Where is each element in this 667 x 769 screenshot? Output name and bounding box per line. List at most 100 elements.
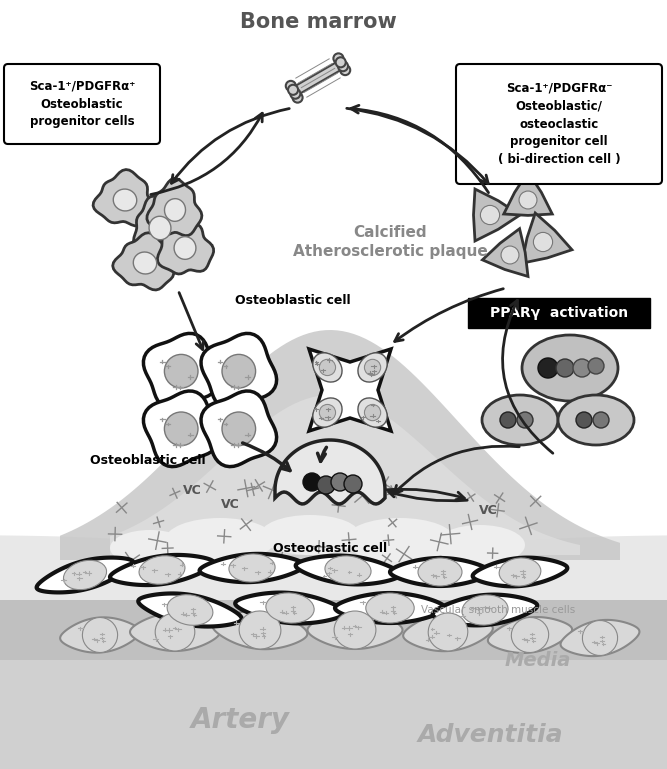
Ellipse shape bbox=[165, 518, 275, 562]
Circle shape bbox=[290, 88, 300, 98]
Circle shape bbox=[340, 65, 350, 75]
Polygon shape bbox=[143, 334, 219, 409]
Ellipse shape bbox=[229, 554, 275, 582]
Polygon shape bbox=[0, 592, 667, 769]
Ellipse shape bbox=[366, 593, 414, 623]
Polygon shape bbox=[113, 233, 173, 290]
Ellipse shape bbox=[558, 395, 634, 445]
Polygon shape bbox=[292, 60, 344, 95]
Polygon shape bbox=[213, 611, 307, 649]
Ellipse shape bbox=[313, 353, 342, 382]
Ellipse shape bbox=[155, 613, 195, 651]
Ellipse shape bbox=[167, 594, 213, 625]
Circle shape bbox=[319, 404, 336, 421]
Text: VC: VC bbox=[183, 484, 201, 497]
Ellipse shape bbox=[266, 593, 314, 623]
Ellipse shape bbox=[418, 558, 462, 586]
FancyArrowPatch shape bbox=[395, 288, 504, 341]
Ellipse shape bbox=[113, 189, 137, 211]
FancyArrowPatch shape bbox=[502, 301, 553, 453]
FancyArrowPatch shape bbox=[347, 108, 488, 184]
FancyBboxPatch shape bbox=[4, 64, 160, 144]
Circle shape bbox=[576, 412, 592, 428]
FancyArrowPatch shape bbox=[394, 446, 519, 494]
Circle shape bbox=[364, 359, 381, 375]
Ellipse shape bbox=[164, 412, 198, 445]
Ellipse shape bbox=[149, 216, 171, 240]
Ellipse shape bbox=[325, 556, 371, 584]
Polygon shape bbox=[138, 594, 241, 627]
Polygon shape bbox=[0, 535, 667, 600]
Polygon shape bbox=[504, 172, 552, 215]
Polygon shape bbox=[433, 594, 538, 625]
Ellipse shape bbox=[501, 246, 519, 264]
FancyBboxPatch shape bbox=[468, 298, 650, 328]
Ellipse shape bbox=[499, 558, 541, 586]
Circle shape bbox=[317, 476, 335, 494]
FancyArrowPatch shape bbox=[179, 292, 203, 350]
Circle shape bbox=[517, 412, 533, 428]
Text: Osteoblastic cell: Osteoblastic cell bbox=[235, 294, 351, 307]
Polygon shape bbox=[60, 618, 140, 653]
Ellipse shape bbox=[358, 353, 387, 382]
Ellipse shape bbox=[435, 525, 525, 565]
Text: Bone marrow: Bone marrow bbox=[239, 12, 396, 32]
Circle shape bbox=[288, 85, 298, 95]
Circle shape bbox=[344, 475, 362, 493]
Text: VC: VC bbox=[479, 504, 498, 517]
Polygon shape bbox=[522, 213, 572, 263]
Ellipse shape bbox=[482, 395, 558, 445]
Polygon shape bbox=[390, 558, 490, 586]
Circle shape bbox=[293, 92, 303, 102]
Polygon shape bbox=[403, 613, 493, 651]
Ellipse shape bbox=[110, 530, 190, 566]
Ellipse shape bbox=[480, 205, 500, 225]
Polygon shape bbox=[37, 558, 133, 592]
Circle shape bbox=[319, 359, 336, 375]
Polygon shape bbox=[0, 566, 667, 660]
Ellipse shape bbox=[63, 561, 107, 590]
Text: VC: VC bbox=[221, 498, 239, 511]
FancyArrowPatch shape bbox=[389, 491, 467, 501]
Polygon shape bbox=[157, 217, 213, 274]
Circle shape bbox=[588, 358, 604, 374]
Polygon shape bbox=[235, 593, 345, 624]
Polygon shape bbox=[201, 334, 277, 409]
Ellipse shape bbox=[83, 618, 117, 653]
Ellipse shape bbox=[133, 252, 157, 274]
Text: Adventitia: Adventitia bbox=[417, 723, 563, 747]
Polygon shape bbox=[335, 593, 445, 623]
Ellipse shape bbox=[222, 355, 255, 388]
Polygon shape bbox=[473, 558, 568, 586]
FancyArrowPatch shape bbox=[243, 443, 290, 471]
Ellipse shape bbox=[428, 613, 468, 651]
Text: Artery: Artery bbox=[191, 706, 289, 734]
Text: Sca-1⁺/PDGFRα⁻
Osteoblastic/
osteoclastic
progenitor cell
( bi-direction cell ): Sca-1⁺/PDGFRα⁻ Osteoblastic/ osteoclasti… bbox=[498, 82, 620, 167]
Polygon shape bbox=[93, 169, 155, 226]
FancyBboxPatch shape bbox=[456, 64, 662, 184]
FancyArrowPatch shape bbox=[317, 448, 326, 461]
Polygon shape bbox=[133, 196, 189, 255]
Text: Vascular smooth muscle cells: Vascular smooth muscle cells bbox=[421, 605, 575, 615]
Ellipse shape bbox=[174, 237, 196, 259]
Polygon shape bbox=[110, 395, 580, 555]
Ellipse shape bbox=[164, 355, 198, 388]
Text: Sca-1⁺/PDGFRα⁺
Osteoblastic
progenitor cells: Sca-1⁺/PDGFRα⁺ Osteoblastic progenitor c… bbox=[29, 79, 135, 128]
Polygon shape bbox=[307, 611, 402, 649]
Ellipse shape bbox=[313, 398, 342, 427]
Circle shape bbox=[538, 358, 558, 378]
Polygon shape bbox=[201, 391, 277, 467]
Circle shape bbox=[285, 81, 296, 91]
FancyArrowPatch shape bbox=[151, 113, 262, 195]
Circle shape bbox=[331, 473, 349, 491]
Ellipse shape bbox=[582, 621, 618, 655]
Text: Osteoblastic cell: Osteoblastic cell bbox=[90, 454, 206, 467]
Polygon shape bbox=[60, 330, 620, 560]
Ellipse shape bbox=[334, 611, 376, 649]
Ellipse shape bbox=[522, 335, 618, 401]
Circle shape bbox=[573, 359, 591, 377]
Polygon shape bbox=[560, 620, 640, 656]
Polygon shape bbox=[275, 440, 385, 504]
Ellipse shape bbox=[345, 518, 455, 562]
Ellipse shape bbox=[260, 515, 360, 555]
